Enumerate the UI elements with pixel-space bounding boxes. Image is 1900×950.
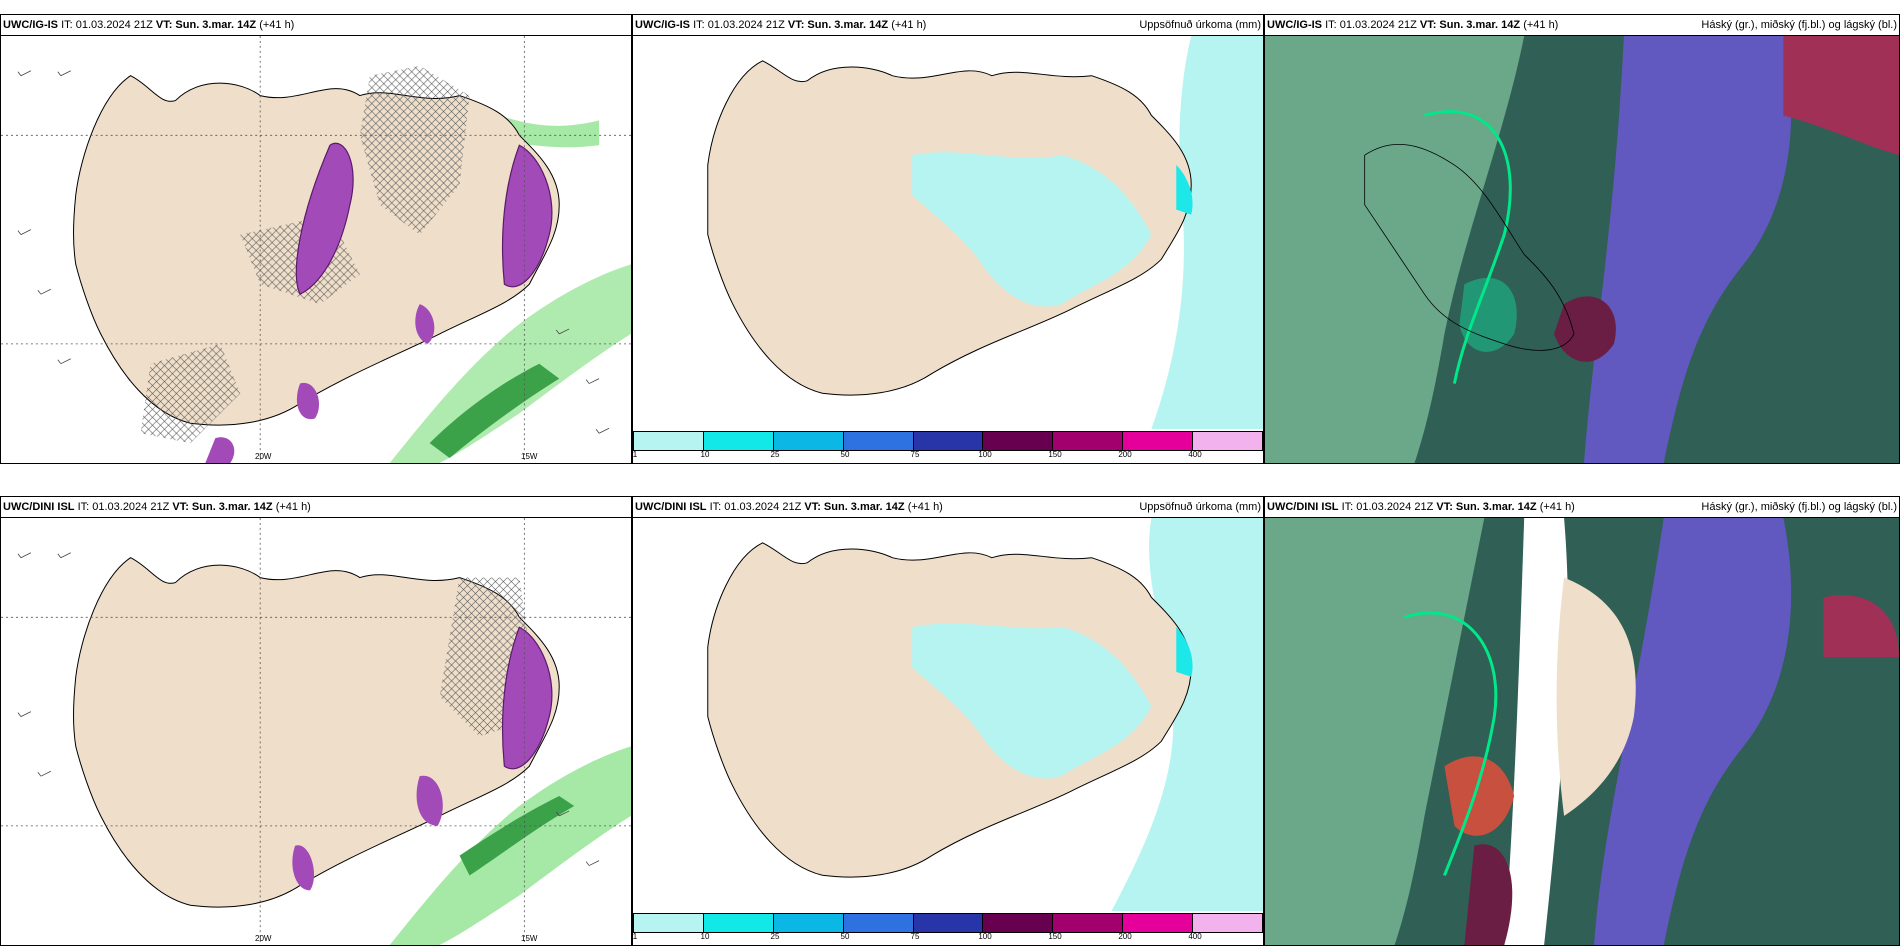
vt-label: VT: xyxy=(172,501,189,513)
lead-time: (+41 h) xyxy=(891,19,927,31)
init-time: IT: 01.03.2024 21Z xyxy=(1325,19,1417,31)
colorbar-tick: 100 xyxy=(978,450,992,459)
vt-label: VT: xyxy=(1419,19,1437,31)
map-cloud[interactable] xyxy=(1265,35,1899,463)
map-cloud[interactable] xyxy=(1265,517,1899,945)
valid-time: Sun. 3.mar. 14Z xyxy=(1455,501,1537,513)
colorbar-tick: 200 xyxy=(1118,450,1132,459)
lead-time: (+41 h) xyxy=(1523,19,1559,31)
panel-6: UWC/DINI ISL IT: 01.03.2024 21Z VT: Sun.… xyxy=(1264,496,1900,946)
panel-4: UWC/DINI ISL IT: 01.03.2024 21Z VT: Sun.… xyxy=(0,496,632,946)
field-title: Uppsöfnuð úrkoma (mm) xyxy=(1139,19,1261,31)
colorbar-tick: 400 xyxy=(1188,450,1202,459)
valid-time: Sun. 3.mar. 14Z xyxy=(191,501,273,513)
model-name: UWC/DINI ISL xyxy=(3,501,75,513)
lead-time: (+41 h) xyxy=(259,19,295,31)
colorbar-tick: 1 xyxy=(632,932,638,941)
vt-label: VT: xyxy=(1436,501,1453,513)
lon-label: 20W xyxy=(255,452,272,461)
lon-label: 15W xyxy=(521,452,538,461)
panel-title: UWC/IG-IS IT: 01.03.2024 21Z VT: Sun. 3.… xyxy=(1267,19,1558,31)
lead-time: (+41 h) xyxy=(1539,501,1575,513)
colorbar-tick: 400 xyxy=(1188,932,1202,941)
init-time: IT: 01.03.2024 21Z xyxy=(61,19,153,31)
panel-title: UWC/DINI ISL IT: 01.03.2024 21Z VT: Sun.… xyxy=(3,501,311,513)
colorbar-tick: 10 xyxy=(700,450,710,459)
lead-time: (+41 h) xyxy=(907,501,943,513)
init-time: IT: 01.03.2024 21Z xyxy=(1341,501,1434,513)
model-name: UWC/IG-IS xyxy=(635,19,690,31)
colorbar-tick: 100 xyxy=(978,932,992,941)
colorbar-tick: 10 xyxy=(700,932,710,941)
colorbar-tick: 75 xyxy=(910,450,920,459)
vt-label: VT: xyxy=(155,19,173,31)
valid-time: Sun. 3.mar. 14Z xyxy=(1439,19,1521,31)
panel-1: UWC/IG-IS IT: 01.03.2024 21Z VT: Sun. 3.… xyxy=(0,14,632,464)
map-svg xyxy=(1,36,631,463)
colorbar: 1 10 25 50 75 100 150 200 400 xyxy=(633,911,1263,945)
init-time: IT: 01.03.2024 21Z xyxy=(693,19,785,31)
model-name: UWC/DINI ISL xyxy=(1267,501,1339,513)
init-time: IT: 01.03.2024 21Z xyxy=(709,501,802,513)
field-title: Háský (gr.), miðský (fj.bl.) og lágský (… xyxy=(1701,19,1897,31)
init-time: IT: 01.03.2024 21Z xyxy=(77,501,170,513)
panel-2: UWC/IG-IS IT: 01.03.2024 21Z VT: Sun. 3.… xyxy=(632,14,1264,464)
vt-label: VT: xyxy=(787,19,805,31)
map-accum[interactable] xyxy=(633,35,1263,429)
vt-label: VT: xyxy=(804,501,821,513)
iceland-land xyxy=(73,557,560,908)
colorbar-tick: 1 xyxy=(632,450,638,459)
map-accum[interactable] xyxy=(633,517,1263,911)
colorbar-tick: 25 xyxy=(770,932,780,941)
colorbar-tick: 75 xyxy=(910,932,920,941)
valid-time: Sun. 3.mar. 14Z xyxy=(807,19,889,31)
panel-title: UWC/IG-IS IT: 01.03.2024 21Z VT: Sun. 3.… xyxy=(635,19,926,31)
colorbar: 1 10 25 50 75 100 150 200 400 xyxy=(633,429,1263,463)
map-precip-wind[interactable] xyxy=(1,35,631,463)
colorbar-tick: 50 xyxy=(840,450,850,459)
panel-3: UWC/IG-IS IT: 01.03.2024 21Z VT: Sun. 3.… xyxy=(1264,14,1900,464)
panel-title: UWC/IG-IS IT: 01.03.2024 21Z VT: Sun. 3.… xyxy=(3,19,294,31)
colorbar-tick: 150 xyxy=(1048,450,1062,459)
lon-label: 20W xyxy=(255,934,272,943)
colorbar-tick: 50 xyxy=(840,932,850,941)
panel-title: UWC/DINI ISL IT: 01.03.2024 21Z VT: Sun.… xyxy=(635,501,943,513)
colorbar-tick: 25 xyxy=(770,450,780,459)
lon-label: 15W xyxy=(521,934,538,943)
colorbar-tick: 150 xyxy=(1048,932,1062,941)
field-title: Uppsöfnuð úrkoma (mm) xyxy=(1139,501,1261,513)
field-title: Háský (gr.), miðský (fj.bl.) og lágský (… xyxy=(1701,501,1897,513)
valid-time: Sun. 3.mar. 14Z xyxy=(175,19,257,31)
lead-time: (+41 h) xyxy=(275,501,311,513)
model-name: UWC/IG-IS xyxy=(3,19,58,31)
model-name: UWC/IG-IS xyxy=(1267,19,1322,31)
map-precip-wind[interactable] xyxy=(1,517,631,945)
colorbar-tick: 200 xyxy=(1118,932,1132,941)
valid-time: Sun. 3.mar. 14Z xyxy=(823,501,905,513)
model-name: UWC/DINI ISL xyxy=(635,501,707,513)
panel-title: UWC/DINI ISL IT: 01.03.2024 21Z VT: Sun.… xyxy=(1267,501,1575,513)
panel-5: UWC/DINI ISL IT: 01.03.2024 21Z VT: Sun.… xyxy=(632,496,1264,946)
